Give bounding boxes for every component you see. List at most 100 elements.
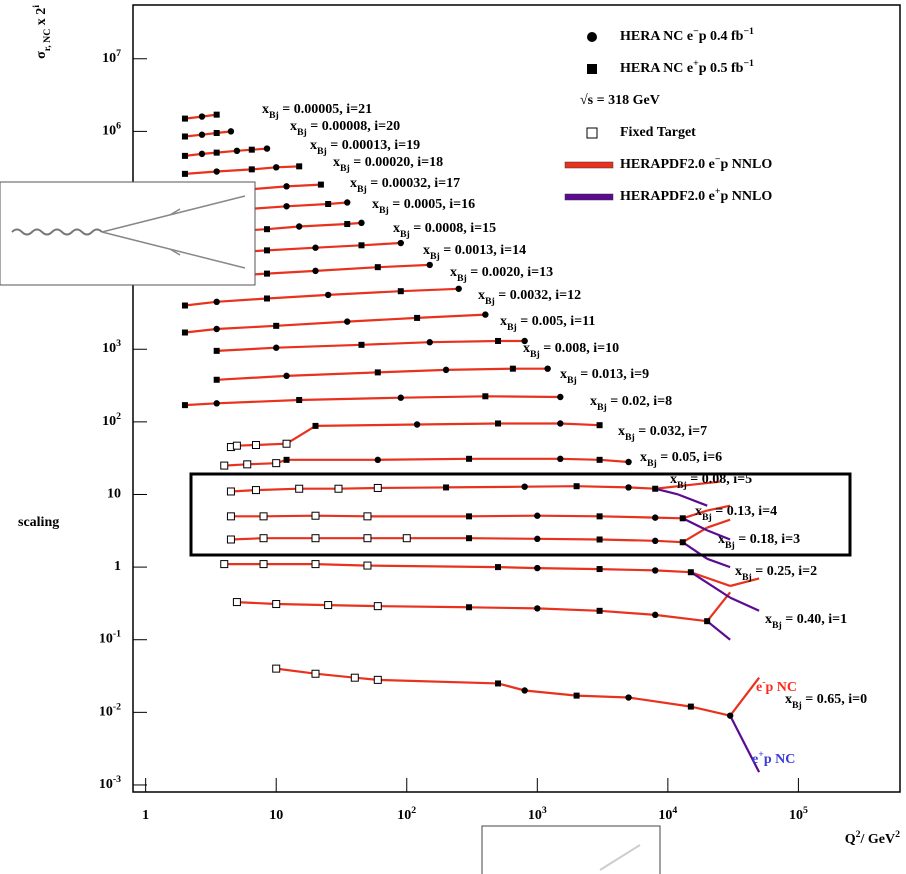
y-tick-label: 1 (114, 559, 121, 574)
legend-label-part: p NNLO (720, 157, 772, 172)
y-tick-base: 1 (114, 559, 121, 574)
x-tick-label: 105 (789, 805, 808, 823)
fixed-target-point (251, 486, 260, 495)
hera-point (181, 402, 188, 409)
series-label: xBj = 0.13, i=4 (695, 504, 777, 523)
legend-label: HERA NC e+p 0.5 fb−1 (620, 58, 754, 76)
series-label-part: Bj (725, 540, 735, 551)
y-tick-exp: -2 (113, 701, 121, 712)
fixed-target-point (232, 598, 241, 607)
series-label-part: Bj (647, 458, 657, 469)
fixed-target-point (373, 602, 382, 611)
legend-label-part: − (693, 26, 699, 37)
series-label-part: Bj (567, 375, 577, 386)
fixed-target-point (363, 561, 372, 570)
annotation-eminus: e-p NC (756, 677, 797, 695)
y-tick-exp: 6 (116, 120, 121, 131)
hera-point (181, 133, 188, 140)
series-label-part: Bj (530, 349, 540, 360)
series-label-part: Bj (742, 572, 752, 583)
hera-point (181, 170, 188, 177)
legend-marker (564, 193, 614, 201)
hera-point (466, 535, 473, 542)
hera-point (726, 712, 734, 719)
series-label-part: Bj (625, 432, 635, 443)
legend-label: HERAPDF2.0 e−p NNLO (620, 154, 772, 172)
annotation-eplus-part: p NC (764, 752, 796, 767)
hera-point (263, 247, 270, 254)
series-label: xBj = 0.08, i=5 (670, 472, 752, 491)
x-tick-exp: 5 (803, 805, 808, 816)
series-label: xBj = 0.0020, i=13 (450, 265, 553, 284)
y-tick-exp: -3 (113, 774, 121, 785)
fit-line (216, 339, 525, 352)
series-label-part: = 0.008, i=10 (540, 341, 619, 356)
hera-point (358, 341, 365, 348)
hera-point (317, 181, 324, 188)
y-tick-exp: 3 (116, 338, 121, 349)
y-axis-title-part: x 2 (34, 8, 49, 29)
hera-point (414, 314, 421, 321)
hera-point (198, 150, 206, 158)
series-label-part: = 0.00020, i=18 (350, 155, 443, 170)
fixed-target-point (259, 512, 268, 521)
annotation-eplus: e+p NC (752, 749, 795, 767)
fit-line (497, 682, 731, 717)
fit-bridge (654, 487, 679, 496)
fixed-target-point (311, 534, 320, 543)
y-axis-title-part: r, NC (42, 29, 53, 52)
hera-point (495, 564, 502, 571)
series-label: xBj = 0.032, i=7 (618, 424, 707, 443)
hera-point (181, 302, 188, 309)
hera-point (534, 512, 541, 519)
fit-line (468, 537, 683, 544)
fit-bridge (377, 605, 470, 609)
x-axis-title-part: / GeV (859, 832, 895, 847)
series-label-part: x (735, 564, 742, 579)
fit-bridge (729, 677, 760, 717)
hera-point (344, 221, 351, 228)
fixed-target-point (324, 601, 333, 610)
hera-point (687, 703, 694, 710)
series-label-part: Bj (297, 127, 307, 138)
legend-label-part: p 0.4 fb (699, 29, 744, 44)
eplus-line (729, 596, 760, 612)
fixed-target-point (373, 483, 382, 492)
legend-label-part: + (693, 58, 699, 69)
x-axis-title-part: 2 (856, 829, 861, 840)
series-label-part: = 0.013, i=9 (577, 367, 649, 382)
fixed-target-point (373, 675, 382, 684)
hera-point (596, 566, 603, 573)
series-label: xBj = 0.00005, i=21 (262, 102, 372, 121)
annotation-eplus-part: e (752, 752, 758, 767)
fit-bridge (682, 509, 708, 520)
fixed-target-point (402, 534, 411, 543)
hera-point (534, 535, 541, 543)
x-tick-base: 10 (269, 808, 283, 823)
hera-point (263, 295, 270, 302)
series-label-part: = 0.18, i=3 (735, 532, 800, 547)
series-label-part: x (590, 394, 597, 409)
hera-point (521, 687, 528, 694)
series-label-part: x (450, 265, 457, 280)
hera-point (625, 694, 632, 701)
fixed-target-point (272, 459, 281, 468)
y-tick-label: 106 (102, 120, 121, 138)
x-tick-base: 10 (789, 808, 803, 823)
fit-line (184, 165, 300, 175)
series-label: xBj = 0.013, i=9 (560, 367, 649, 386)
hera-point (679, 515, 686, 522)
hera-point (283, 372, 290, 380)
series-label: xBj = 0.18, i=3 (718, 532, 800, 551)
legend-label-part: p NNLO (720, 189, 772, 204)
series-label-part: Bj (340, 163, 350, 174)
hera-point (227, 128, 235, 135)
hera-point (596, 607, 603, 614)
fit-bridge (690, 571, 731, 587)
eminus-line (706, 518, 731, 529)
hera-point (213, 376, 220, 383)
hera-point (296, 397, 303, 404)
hera-point (273, 344, 280, 351)
hera-point (198, 113, 206, 120)
x-axis-title-part: 2 (895, 829, 900, 840)
